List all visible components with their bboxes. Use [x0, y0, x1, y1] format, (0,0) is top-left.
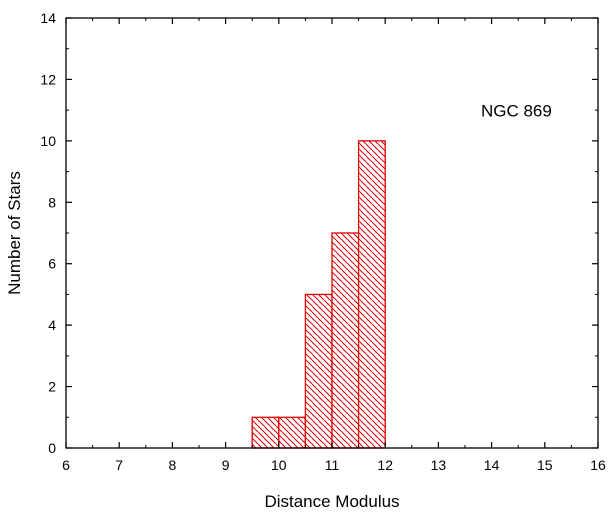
x-tick-label: 9	[222, 457, 230, 473]
x-tick-label: 8	[169, 457, 177, 473]
x-tick-label: 7	[115, 457, 123, 473]
x-tick-label: 11	[325, 457, 340, 473]
y-tick-label: 0	[48, 440, 56, 456]
y-tick-label: 10	[40, 133, 56, 149]
histogram-bar-1	[251, 416, 280, 449]
histogram-bar-2	[278, 416, 307, 449]
y-tick-label: 8	[48, 194, 56, 210]
histogram-bar-3	[304, 293, 333, 449]
y-tick-label: 12	[40, 71, 56, 87]
x-tick-label: 16	[590, 457, 606, 473]
y-tick-label: 2	[48, 379, 56, 395]
x-tick-label: 10	[271, 457, 287, 473]
histogram-bar-5	[357, 140, 386, 449]
x-tick-label: 14	[484, 457, 500, 473]
ticks: 6 7 8 9 10 11 12 13 14 15 16 0 2 4 6 8 10 12 14	[40, 10, 606, 473]
x-tick-label: 15	[537, 457, 553, 473]
x-tick-label: 13	[431, 457, 447, 473]
histogram-bar-4	[331, 232, 360, 449]
y-tick-label: 14	[40, 10, 56, 26]
x-tick-label: 12	[377, 457, 393, 473]
y-tick-label: 6	[48, 256, 56, 272]
x-tick-label: 6	[62, 457, 70, 473]
cluster-annotation: NGC 869	[481, 101, 552, 120]
x-axis-title: Distance Modulus	[264, 492, 399, 511]
bars	[251, 140, 386, 449]
y-axis-title: Number of Stars	[5, 171, 24, 295]
y-tick-label: 4	[48, 317, 56, 333]
